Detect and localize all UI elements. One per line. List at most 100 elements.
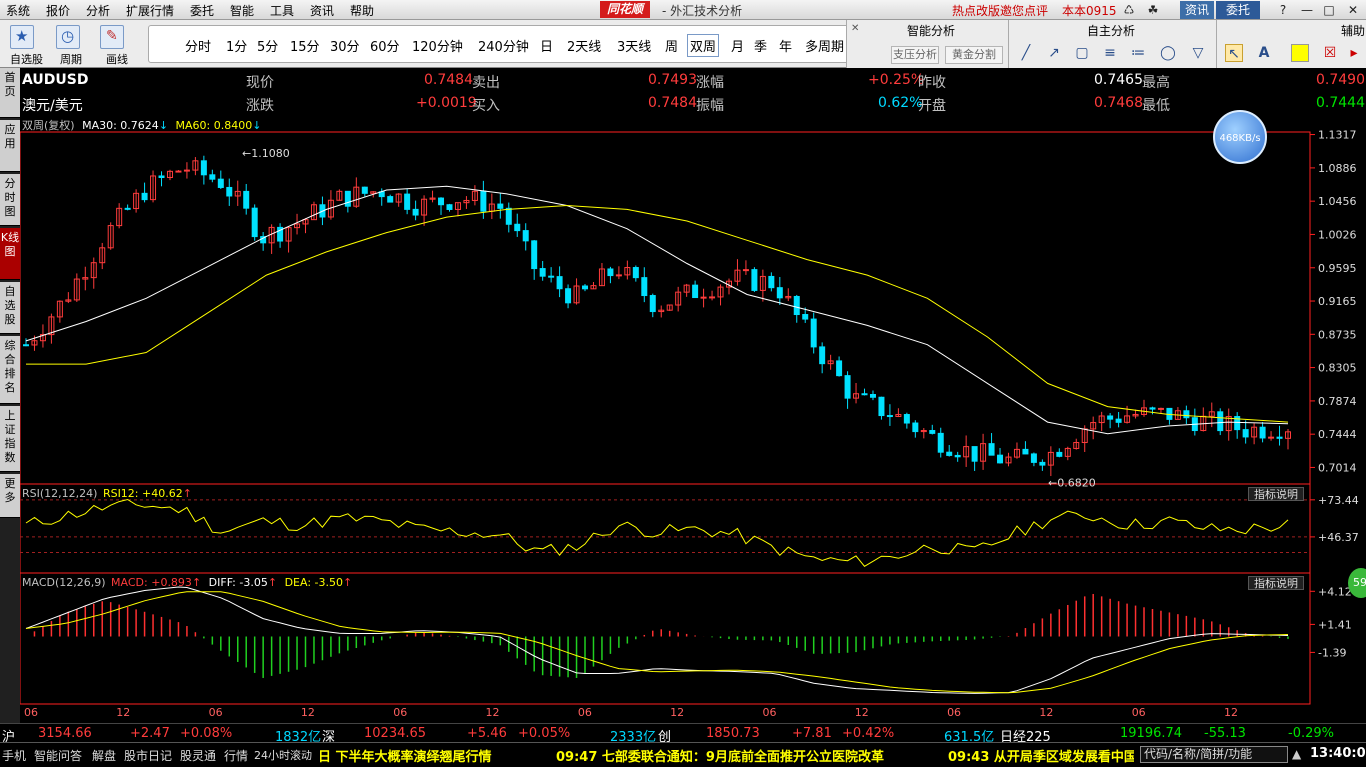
tab-home[interactable]: 首页 (0, 68, 20, 118)
period-tick[interactable]: 分时 (185, 40, 212, 55)
maximize-icon[interactable]: □ (1323, 3, 1335, 17)
period-clock-icon[interactable]: ◷ (56, 25, 80, 49)
line-tool-icon[interactable]: ╱ (1021, 45, 1031, 61)
rsi-title: RSI(12,12,24) (22, 487, 98, 500)
period-month[interactable]: 月 (731, 40, 745, 55)
candle-body (810, 318, 817, 348)
draw-pen-icon[interactable]: ✎ (100, 25, 124, 49)
label-prev-close: 昨收 (918, 75, 946, 91)
candle-body (802, 314, 809, 320)
bottom-diary[interactable]: 股市日记 (124, 749, 173, 763)
menu-quote[interactable]: 报价 (46, 4, 71, 18)
tab-watchlist[interactable]: 自选股 (0, 282, 20, 334)
candle-body (150, 175, 157, 201)
period-60min[interactable]: 60分 (370, 40, 400, 55)
period-week[interactable]: 周 (665, 40, 679, 55)
golden-section-button[interactable]: 黄金分割 (945, 46, 1003, 64)
bottom-mobile[interactable]: 手机 (2, 749, 27, 763)
rect-tool-icon[interactable]: ▢ (1075, 45, 1089, 61)
parallel-tool-icon[interactable]: ≔ (1131, 45, 1145, 61)
help-icon[interactable]: ? (1279, 3, 1287, 17)
period-selector: 分时 1分 5分 15分 30分 60分 120分钟 240分钟 日 2天线 3… (148, 25, 893, 63)
quote-header: AUDUSD 澳元/美元 现价 0.7484 卖出 0.7493 涨幅 +0.2… (20, 68, 1366, 116)
minimize-icon[interactable]: — (1301, 3, 1313, 17)
rsi-help-button[interactable]: 指标说明 (1248, 487, 1304, 501)
bottom-analysis[interactable]: 解盘 (92, 749, 117, 763)
menu-smart[interactable]: 智能 (230, 4, 255, 18)
skin-icon[interactable]: ☘ (1147, 3, 1159, 17)
macd-help-button[interactable]: 指标说明 (1248, 576, 1304, 590)
menu-extended-quote[interactable]: 扩展行情 (126, 4, 175, 18)
period-day[interactable]: 日 (540, 40, 554, 55)
notification-badge[interactable]: 59 (1348, 568, 1366, 598)
ray-tool-icon[interactable]: ↗ (1048, 45, 1060, 61)
collapse-icon[interactable]: ✕ (851, 23, 860, 34)
menu-analysis[interactable]: 分析 (86, 4, 111, 18)
code-search-input[interactable]: 代码/名称/简拼/功能 (1140, 746, 1288, 763)
candle-body (903, 414, 910, 424)
candle-body (954, 454, 961, 458)
period-240min[interactable]: 240分钟 (478, 40, 529, 55)
candle-body (734, 269, 741, 282)
network-speed-badge[interactable]: 468KB/s (1213, 110, 1267, 164)
period-5min[interactable]: 5分 (257, 40, 279, 55)
bottom-stockbot[interactable]: 股灵通 (180, 749, 217, 763)
sz-index: 10234.65 (364, 726, 427, 741)
period-biweek[interactable]: 双周 (687, 34, 720, 57)
candle-body (251, 207, 258, 238)
kline-chart[interactable]: +73.44 +46.37 +4.12 +1.41 -1.39 1.1317 1.088… (20, 116, 1366, 742)
candle-body (446, 204, 453, 210)
candle-body (819, 346, 826, 365)
bottom-qa[interactable]: 智能问答 (34, 749, 83, 763)
news-ticker-3[interactable]: 09:43 从开局季区域发展看中国 (948, 750, 1134, 765)
color-swatch-icon[interactable] (1291, 44, 1309, 62)
cursor-tool-icon[interactable]: ↖ (1225, 44, 1243, 62)
period-30min[interactable]: 30分 (330, 40, 360, 55)
candle-body (776, 287, 783, 299)
period-multi[interactable]: 多周期 (805, 40, 845, 55)
menu-news[interactable]: 资讯 (310, 4, 335, 18)
value-low: 0.7444 (1316, 95, 1365, 111)
delete-tool-icon[interactable]: ☒ (1323, 45, 1337, 61)
support-resistance-button[interactable]: 支压分析 (891, 46, 939, 64)
text-tool-icon[interactable]: A (1258, 45, 1270, 61)
feedback-link[interactable]: 热点改版邀您点评 (952, 4, 1049, 18)
period-3day[interactable]: 3天线 (617, 40, 652, 55)
tab-apps[interactable]: 应用 (0, 120, 20, 172)
candle-body (836, 360, 843, 377)
tab-more[interactable]: 更多 (0, 474, 20, 518)
news-button[interactable]: 资讯 (1180, 1, 1214, 19)
bottom-market[interactable]: 行情 (224, 749, 249, 763)
period-15min[interactable]: 15分 (290, 40, 320, 55)
tab-intraday[interactable]: 分时图 (0, 174, 20, 226)
news-ticker-2[interactable]: 09:47 七部委联合通知：9月底前全面推开公立医院改革 (556, 750, 884, 765)
delete-dropdown-icon[interactable]: ▸ (1350, 45, 1358, 61)
news-ticker-1[interactable]: 日 下半年大概率演绎翘尾行情 (318, 750, 492, 765)
tab-kline[interactable]: K线图 (0, 228, 20, 280)
period-year[interactable]: 年 (779, 40, 793, 55)
close-icon[interactable]: ✕ (1347, 3, 1359, 17)
shirt-icon[interactable]: ♺ (1123, 3, 1135, 17)
circle-tool-icon[interactable]: ◯ (1160, 45, 1176, 61)
bottom-24h[interactable]: 24小时滚动 (254, 749, 312, 762)
period-120min[interactable]: 120分钟 (412, 40, 463, 55)
menu-trade[interactable]: 委托 (190, 4, 215, 18)
menu-help[interactable]: 帮助 (350, 4, 375, 18)
tab-sh-index[interactable]: 上证指数 (0, 406, 20, 472)
watchlist-star-icon[interactable]: ★ (10, 25, 34, 49)
channel-tool-icon[interactable]: ≡ (1104, 45, 1116, 61)
menu-tools[interactable]: 工具 (270, 4, 295, 18)
period-1min[interactable]: 1分 (226, 40, 248, 55)
trade-button[interactable]: 委托 (1216, 1, 1260, 19)
triangle-tool-icon[interactable]: ▽ (1192, 45, 1204, 61)
period-label: 周期 (60, 53, 82, 66)
index-status-bar: 沪 3154.66 +2.47 +0.08% 1832亿 深 10234.65 … (0, 723, 1366, 745)
period-quarter[interactable]: 季 (754, 40, 768, 55)
candle-body (539, 268, 546, 277)
value-high: 0.7490 (1316, 72, 1365, 88)
candle-body (912, 422, 919, 433)
dropdown-arrow-icon[interactable]: ▲ (1292, 747, 1302, 761)
period-2day[interactable]: 2天线 (567, 40, 602, 55)
menu-system[interactable]: 系统 (6, 4, 31, 18)
tab-ranking[interactable]: 综合排名 (0, 336, 20, 404)
